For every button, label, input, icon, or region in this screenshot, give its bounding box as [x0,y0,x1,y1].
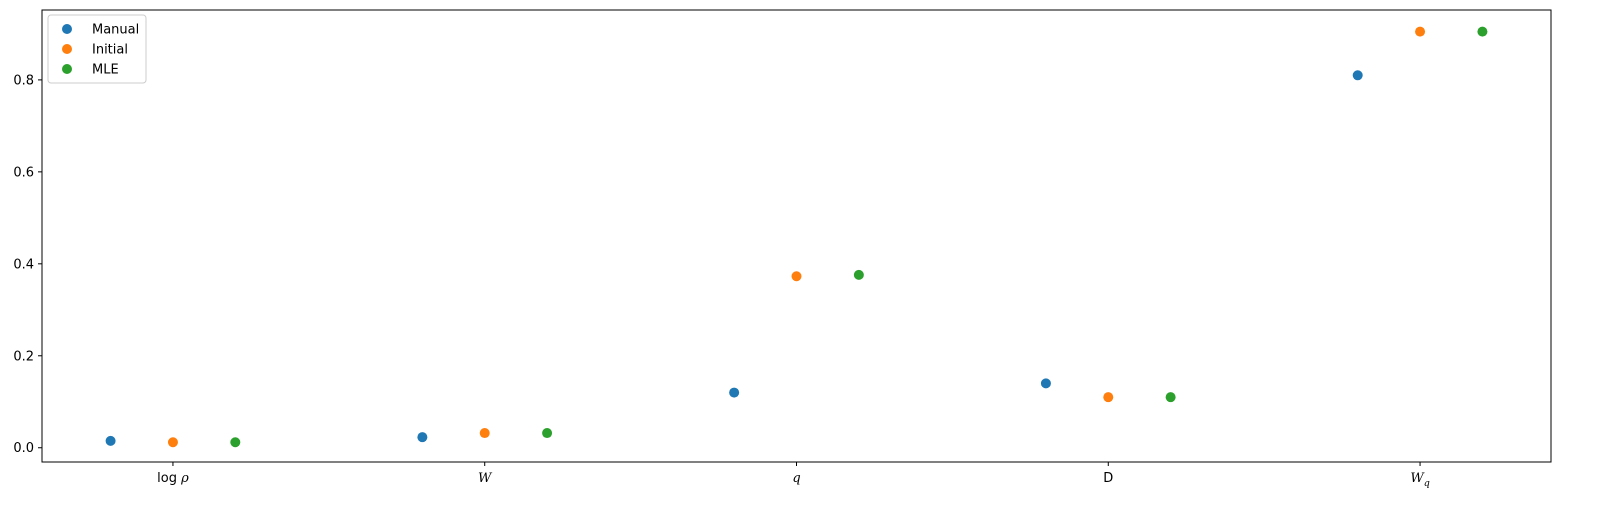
data-point-manual [1352,70,1363,81]
x-tick-label: log ρ [157,471,189,486]
data-point-initial [1103,392,1114,403]
legend-box [47,14,147,84]
x-tick-label: Wq [1410,471,1429,489]
data-point-manual [105,435,116,446]
data-point-manual [1040,378,1051,389]
x-tick-label: W [478,471,493,486]
x-tick-label-symbol: W [1410,471,1425,486]
legend-marker [62,24,72,34]
legend: Manual Initial MLE [47,14,147,84]
x-tick-label-subscript: q [1424,478,1430,489]
x-tick-label-text: log [157,471,181,486]
data-points [105,26,1488,448]
data-point-initial [1415,26,1426,37]
legend-label: Initial [92,43,128,58]
data-point-manual [417,432,428,443]
y-axis: 0.0 0.2 0.4 0.6 0.8 [13,73,42,456]
y-tick-label: 0.0 [13,441,34,456]
data-point-mle [853,269,864,280]
y-tick-label: 0.8 [13,73,34,88]
data-point-mle [230,437,241,448]
legend-label: Manual [92,23,139,38]
plot-area [41,9,1552,463]
legend-label: MLE [92,63,119,78]
legend-marker [62,64,72,74]
y-tick-label: 0.2 [13,349,34,364]
y-tick-label: 0.4 [13,257,34,272]
x-tick-label: q [792,471,800,486]
data-point-initial [791,271,802,282]
x-tick-label: D [1103,471,1113,486]
y-tick-label: 0.6 [13,165,34,180]
data-point-initial [479,428,490,439]
x-tick-label-symbol: q [792,471,800,486]
x-tick-label-text: D [1103,471,1113,486]
x-tick-label-symbol: W [478,471,493,486]
data-point-mle [1165,392,1176,403]
data-point-mle [542,428,553,439]
data-point-mle [1477,26,1488,37]
data-point-initial [167,437,178,448]
legend-marker [62,44,72,54]
data-point-manual [729,387,740,398]
x-tick-label-symbol: ρ [180,471,189,486]
